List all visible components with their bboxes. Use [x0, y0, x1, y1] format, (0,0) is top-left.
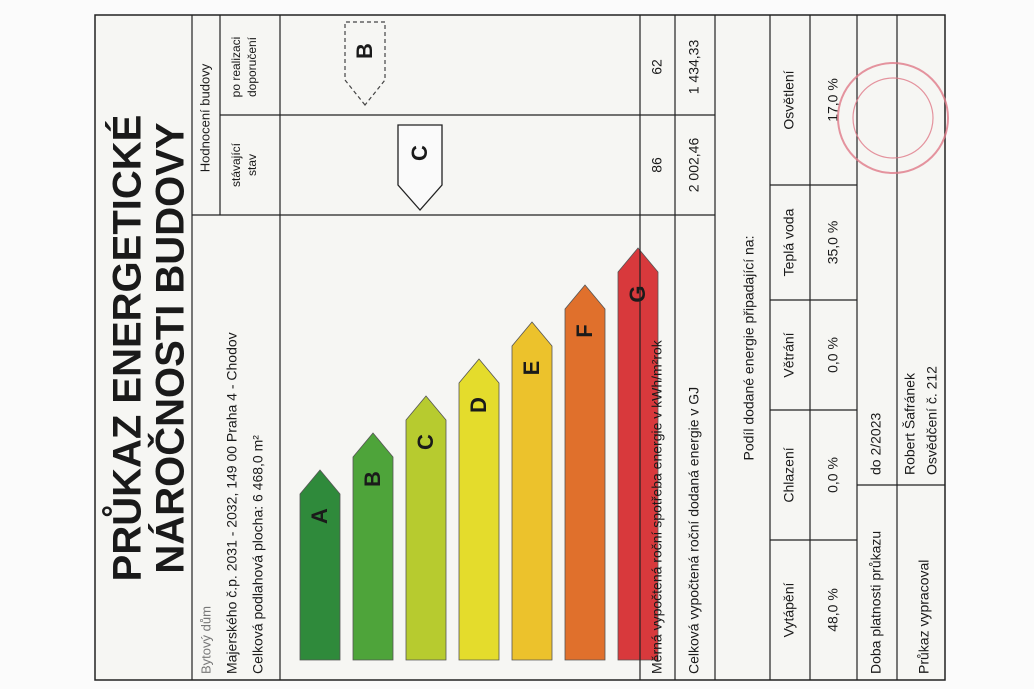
share-header: Větrání	[781, 332, 797, 377]
class-letter: F	[572, 324, 597, 337]
title-line: NÁROČNOSTI BUDOVY	[147, 122, 193, 573]
row-current: 2 002,46	[686, 138, 702, 193]
share-title: Podíl dodané energie připadající na:	[741, 236, 757, 461]
row-label: Měrná vypočtená roční spotřeba energie v…	[649, 339, 665, 674]
share-header: Chlazení	[781, 447, 797, 502]
row-current: 86	[649, 157, 665, 173]
validity-value: do 2/2023	[868, 413, 884, 475]
validity-label: Doba platnosti průkazu	[868, 531, 884, 674]
title-line: PRŮKAZ ENERGETICKÉ	[101, 115, 150, 582]
current-class-arrow	[397, 124, 443, 211]
rating-column: stav	[245, 154, 259, 176]
class-arrow	[511, 321, 553, 661]
row-recommended: 1 434,33	[686, 40, 702, 95]
share-table: Vytápění 48,0 % Chlazení 0,0 % Větrání 0,0 % T…	[770, 70, 857, 637]
building-area: Celková podlahová plocha: 6 468,0 m²	[250, 435, 266, 674]
stamp-inner	[852, 77, 934, 159]
class-arrow	[352, 432, 394, 661]
class-letter: G	[625, 285, 650, 302]
recommended-class: B	[352, 43, 377, 59]
class-arrow	[458, 358, 500, 661]
row-recommended: 62	[649, 59, 665, 75]
rating-column: stávající	[229, 142, 243, 187]
share-value: 0,0 %	[825, 337, 841, 373]
share-value: 17,0 %	[825, 78, 841, 122]
class-arrow	[564, 284, 606, 661]
share-value: 0,0 %	[825, 457, 841, 493]
class-letter: C	[413, 434, 438, 450]
share-header: Teplá voda	[781, 208, 797, 276]
share-header: Vytápění	[781, 583, 797, 638]
class-letter: B	[360, 471, 385, 487]
certificate: PRŮKAZ ENERGETICKÉ NÁROČNOSTI BUDOVY Byt…	[94, 14, 946, 681]
current-class: C	[407, 145, 432, 161]
class-letter: D	[466, 397, 491, 413]
author-name: Robert Šafránek	[902, 372, 918, 475]
rating-column: po realizaci	[229, 37, 243, 98]
stamp	[837, 62, 949, 174]
class-arrow	[299, 469, 341, 661]
rating-column: doporučení	[245, 36, 259, 97]
building-type: Bytový dům	[198, 606, 213, 674]
author-label: Průkaz vypracoval	[916, 560, 932, 674]
class-arrow	[617, 247, 659, 661]
energy-scale: A B C D E F G	[299, 247, 659, 661]
class-letter: A	[307, 508, 332, 524]
rating-header: Hodnocení budovy	[197, 63, 212, 172]
class-letter: E	[519, 361, 544, 376]
row-label: Celková vypočtená roční dodaná energie v…	[686, 387, 702, 674]
share-header: Osvětlení	[781, 70, 797, 129]
share-value: 48,0 %	[825, 588, 841, 632]
class-arrow	[405, 395, 447, 661]
author-certificate: Osvědčení č. 212	[924, 366, 940, 475]
share-value: 35,0 %	[825, 221, 841, 265]
building-address: Majerského č.p. 2031 - 2032, 149 00 Prah…	[224, 332, 240, 674]
